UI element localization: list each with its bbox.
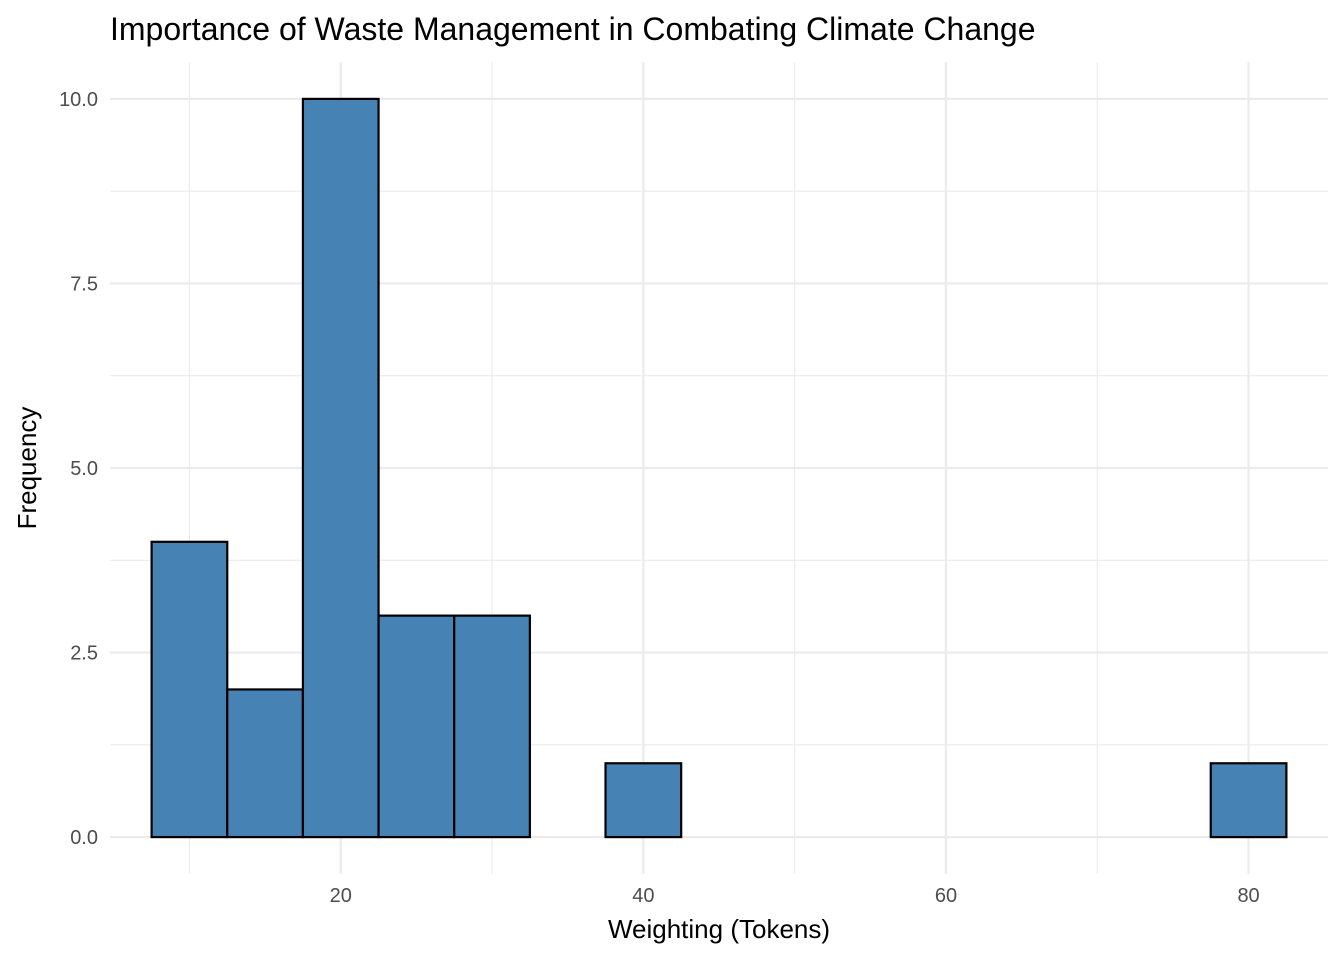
y-axis-ticks: 0.0 2.5 5.0 7.5 10.0 [59,89,98,849]
histogram-bar [453,614,531,839]
y-tick-label: 2.5 [70,643,98,665]
x-axis-title: Weighting (Tokens) [608,914,830,944]
histogram-bar [377,614,456,839]
y-tick-label: 10.0 [59,89,98,111]
y-tick-label: 5.0 [70,458,98,480]
histogram-bar [226,688,305,839]
histogram-bar [150,540,229,839]
histogram-bar [604,762,683,839]
x-tick-label: 80 [1237,885,1259,907]
y-axis-title: Frequency [12,407,42,530]
chart-title: Importance of Waste Management in Combat… [110,11,1036,47]
bars-layer [150,97,1288,839]
x-axis-ticks: 20 40 60 80 [330,885,1260,907]
x-tick-label: 20 [330,885,352,907]
histogram-bar [301,97,380,839]
x-tick-label: 60 [935,885,957,907]
y-tick-label: 7.5 [70,273,98,295]
y-tick-label: 0.0 [70,827,98,849]
x-tick-label: 40 [632,885,654,907]
histogram-bar [1209,762,1288,839]
